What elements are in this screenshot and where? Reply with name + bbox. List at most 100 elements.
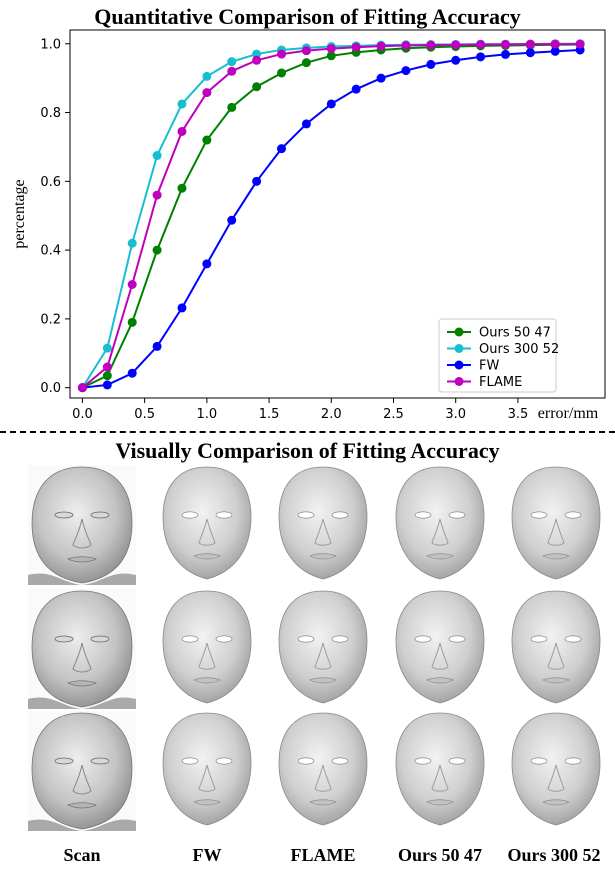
section-divider [0,431,615,433]
column-label-ours-300-52: Ours 300 52 [507,845,601,865]
x-tick-label: 1.0 [197,407,218,422]
x-tick-label: 0.5 [134,407,155,422]
data-point [227,57,237,67]
data-point [227,66,237,76]
data-point [575,39,585,49]
data-point [252,49,262,59]
face-row-2 [27,588,601,710]
data-point [227,102,237,112]
data-point [102,380,112,390]
face-ours-300-52-row-2 [511,590,601,704]
chart-svg: 0.0 0.5 1.0 1.5 2.0 2.5 3.0 3.5 0.0 0.2 0.4 0.6 0.8 1… [11,29,606,422]
data-point [152,151,162,161]
face-scan-row-3 [27,710,137,832]
data-point [152,245,162,255]
face-ours-300-52-row-3 [511,712,601,826]
legend-marker-0 [454,327,464,337]
data-point [177,183,187,193]
column-label-flame: FLAME [290,845,356,865]
face-flame-row-3 [278,712,368,826]
data-point [152,190,162,200]
face-ours-50-47-row-1 [395,466,485,580]
data-point [277,49,287,59]
data-point [326,51,336,61]
data-point [227,215,237,225]
legend-marker-3 [454,377,464,386]
x-tick-label: 3.0 [445,407,466,422]
x-tick-label: 2.0 [321,407,342,422]
data-point [451,40,461,50]
data-point [277,144,287,154]
plot-frame [69,29,606,399]
data-point [202,135,212,145]
data-point [376,73,386,83]
y-tick-label: 0.4 [40,244,61,259]
x-tick-label: 0.0 [72,407,93,422]
data-point [202,88,212,98]
y-tick-label: 1.0 [40,37,61,52]
data-point [326,99,336,109]
data-point [401,40,411,50]
face-ours-50-47-row-3 [395,712,485,826]
data-point [202,259,212,269]
x-tick-label: 3.5 [508,407,529,422]
data-point [525,39,535,49]
legend-marker-1 [454,344,464,353]
data-point [177,99,187,109]
data-point [252,176,262,186]
data-point [301,46,311,56]
face-scan-row-2 [27,588,137,710]
column-label-ours-50-47: Ours 50 47 [397,845,482,865]
data-point [127,280,137,290]
data-point [525,48,535,58]
face-scan-row-1 [27,465,137,586]
y-tick-label: 0.0 [40,381,61,396]
data-point [500,49,510,59]
data-point [102,362,112,372]
data-point [301,119,311,129]
data-point [102,343,112,353]
data-point [152,341,162,351]
data-point [326,44,336,54]
legend-label-0: Ours 50 47 [479,326,551,341]
data-point [77,383,87,393]
legend-label-2: FW [479,359,499,374]
face-row-3 [27,710,601,832]
face-grid [27,465,601,832]
chart-title: Quantitative Comparison of Fitting Accur… [94,4,521,29]
data-point [351,84,361,94]
data-point [301,58,311,68]
data-point [426,59,436,69]
legend-box [438,318,557,393]
y-tick-label: 0.6 [40,175,61,190]
x-axis-label: error/mm [538,405,599,422]
legend-label-3: FLAME [479,375,522,390]
data-point [202,71,212,81]
face-fw-row-3 [162,712,252,826]
data-point [177,126,187,136]
legend-marker-2 [454,360,464,370]
data-point [451,55,461,65]
face-ours-50-47-row-2 [395,590,485,704]
face-fw-row-1 [162,466,252,580]
x-tick-label: 2.5 [383,407,404,422]
face-row-1 [27,465,601,586]
face-flame-row-1 [278,466,368,580]
data-point [252,82,262,92]
x-tick-label: 1.5 [259,407,280,422]
data-point [351,42,361,52]
legend-label-1: Ours 300 52 [479,342,559,357]
data-point [500,39,510,49]
data-point [177,303,187,313]
data-point [550,39,560,49]
data-point [102,371,112,381]
data-point [476,39,486,49]
column-label-scan: Scan [63,845,101,865]
data-point [277,68,287,78]
data-point [476,52,486,62]
y-tick-label: 0.2 [40,312,61,327]
data-point [426,40,436,50]
column-label-fw: FW [192,845,222,865]
data-point [376,41,386,51]
data-point [127,317,137,327]
